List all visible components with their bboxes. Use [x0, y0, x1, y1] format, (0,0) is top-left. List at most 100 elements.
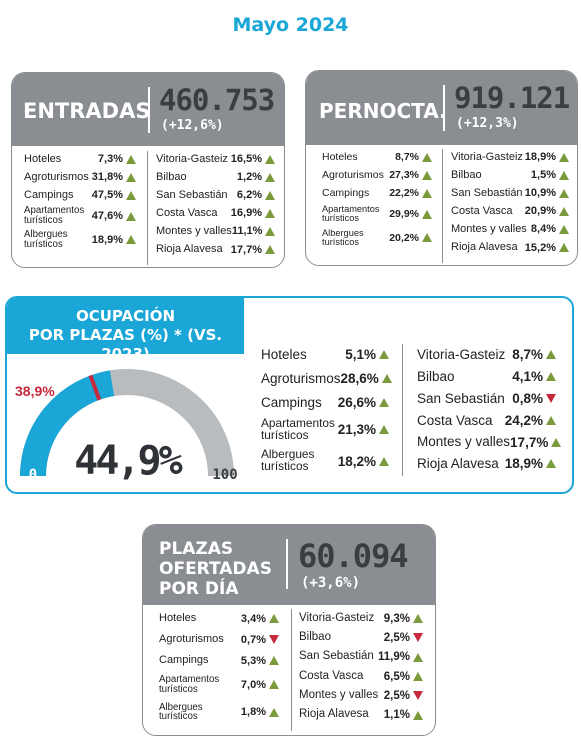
metric-row: Rioja Alavesa 17,7%: [156, 241, 275, 259]
arrow-up-icon: [413, 710, 423, 720]
plazas-header: PLAZAS OFERTADAS POR DÍA 60.094 (+3,6%): [143, 525, 435, 605]
metric-name: Agroturismos: [322, 169, 384, 181]
metric-name: Campings: [24, 188, 74, 201]
arrow-up-icon: [422, 233, 432, 243]
metric-value: 3,4%: [240, 612, 266, 625]
gauge-value-label: 44,9%: [74, 438, 182, 484]
metric-value: 21,3%: [337, 422, 376, 438]
arrow-up-icon: [379, 456, 389, 466]
metric-row: Albergues turísticos 18,9%: [24, 229, 136, 251]
metric-value: 7,3%: [97, 153, 123, 166]
metric-value: 20,9%: [524, 205, 556, 218]
metric-row: Hoteles 3,4%: [159, 609, 279, 628]
metric-name: Agroturismos: [159, 633, 224, 645]
metric-name: Costa Vasca: [299, 669, 364, 682]
metric-row: Campings 22,2%: [322, 185, 432, 202]
metric-name: Vitoria-Gasteiz: [299, 611, 375, 624]
entradas-change: (+12,6%): [161, 118, 224, 133]
metric-row: San Sebastián 0,8%: [417, 388, 556, 410]
metric-row: Montes y valles 2,5%: [299, 686, 423, 705]
metric-name: Vitoria-Gasteiz: [156, 152, 228, 165]
metric-row: Rioja Alavesa 1,1%: [299, 706, 423, 725]
arrow-up-icon: [559, 224, 569, 234]
arrow-up-icon: [413, 614, 423, 624]
metric-value: 6,2%: [236, 189, 262, 202]
metric-name: Vitoria-Gasteiz: [417, 347, 506, 363]
metric-name: Costa Vasca: [156, 206, 218, 219]
metric-row: Costa Vasca 20,9%: [451, 202, 569, 220]
arrow-up-icon: [413, 672, 423, 682]
metric-name: San Sebastián: [299, 650, 374, 663]
occupancy-gauge: 38,9% 44,9% 0 100: [15, 369, 238, 484]
metric-name: Bilbao: [417, 368, 455, 384]
arrow-up-icon: [422, 209, 432, 219]
arrow-up-icon: [551, 437, 562, 447]
entradas-card: ENTRADAS 460.753 (+12,6%) Hoteles 7,3% Agr…: [11, 72, 285, 268]
metric-name: Agroturismos: [261, 370, 341, 386]
metric-row: Campings 47,5%: [24, 187, 136, 204]
metric-row: Apartamentos turísticos 21,3%: [261, 416, 389, 444]
arrow-up-icon: [422, 152, 432, 162]
pernocta-header: PERNOCTA. 919.121 (+12,3%): [306, 71, 577, 145]
arrow-up-icon: [559, 243, 569, 253]
metric-name: Montes y valles: [451, 222, 527, 235]
metric-name: Campings: [322, 187, 370, 199]
metric-value: 8,4%: [530, 223, 556, 236]
metric-value: 4,1%: [512, 369, 543, 385]
plazas-card: PLAZAS OFERTADAS POR DÍA 60.094 (+3,6%) …: [142, 524, 436, 736]
arrow-up-icon: [269, 656, 279, 665]
metric-row: San Sebastián 10,9%: [451, 184, 569, 202]
metric-row: Bilbao 2,5%: [299, 628, 423, 647]
arrow-up-icon: [269, 707, 279, 717]
arrow-up-icon: [546, 415, 556, 425]
arrow-up-icon: [559, 188, 569, 198]
metric-name: Albergues turísticos: [261, 447, 315, 473]
metric-value: 31,8%: [91, 171, 123, 184]
arrow-up-icon: [126, 172, 136, 182]
metric-value: 16,5%: [230, 153, 262, 166]
metric-row: Costa Vasca 6,5%: [299, 667, 423, 686]
gauge-min-label: 0: [29, 467, 37, 483]
metric-row: Hoteles 8,7%: [322, 149, 432, 166]
arrow-down-icon: [413, 633, 423, 643]
metric-value: 0,7%: [240, 633, 266, 646]
arrow-up-icon: [422, 188, 432, 198]
ocupacion-title: OCUPACIÓN POR PLAZAS (%) * (VS. 2023): [7, 298, 244, 363]
metric-row: Campings 26,6%: [261, 392, 389, 413]
metric-name: San Sebastián: [156, 188, 228, 201]
metric-name: Apartamentos turísticos: [24, 205, 85, 227]
metric-value: 11,1%: [231, 225, 263, 238]
pernocta-card: PERNOCTA. 919.121 (+12,3%) Hoteles 8,7% Ag…: [305, 70, 578, 266]
arrow-up-icon: [265, 245, 275, 255]
metric-name: Montes y valles: [299, 689, 379, 702]
metric-value: 18,9%: [91, 233, 123, 246]
metric-row: Hoteles 7,3%: [24, 151, 136, 168]
metric-name: Apartamentos turísticos: [261, 415, 335, 442]
plazas-label: PLAZAS OFERTADAS POR DÍA: [159, 539, 272, 599]
metric-row: Bilbao 4,1%: [417, 366, 556, 388]
metric-name: Hoteles: [322, 151, 358, 163]
metric-row: San Sebastián 6,2%: [156, 186, 275, 204]
arrow-up-icon: [265, 208, 275, 218]
arrow-up-icon: [381, 373, 392, 383]
metric-value: 17,7%: [230, 243, 262, 256]
metric-value: 15,2%: [524, 241, 556, 254]
metric-row: Costa Vasca 16,9%: [156, 204, 275, 222]
metric-value: 29,9%: [389, 208, 419, 221]
metric-row: San Sebastián 11,9%: [299, 648, 423, 667]
metric-value: 1,2%: [236, 171, 262, 184]
metric-row: Agroturismos 0,7%: [159, 630, 279, 649]
metric-row: Apartamentos turísticos 7,0%: [159, 672, 279, 698]
pernocta-change: (+12,3%): [456, 116, 519, 131]
metric-value: 1,1%: [383, 709, 410, 722]
metric-row: Montes y valles 17,7%: [417, 431, 562, 453]
metric-row: Campings 5,3%: [159, 651, 279, 670]
metric-row: Hoteles 5,1%: [261, 344, 389, 365]
metric-name: Albergues turísticos: [159, 701, 203, 723]
arrow-down-icon: [546, 393, 556, 403]
metric-row: Vitoria-Gasteiz 16,5%: [156, 150, 275, 168]
metric-value: 47,6%: [91, 210, 123, 223]
arrow-up-icon: [559, 206, 569, 216]
entradas-value: 460.753: [159, 83, 275, 117]
gauge-previous-label: 38,9%: [15, 383, 55, 399]
